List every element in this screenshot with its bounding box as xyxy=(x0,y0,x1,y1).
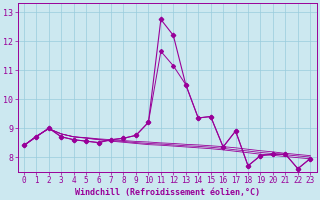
X-axis label: Windchill (Refroidissement éolien,°C): Windchill (Refroidissement éolien,°C) xyxy=(75,188,260,197)
